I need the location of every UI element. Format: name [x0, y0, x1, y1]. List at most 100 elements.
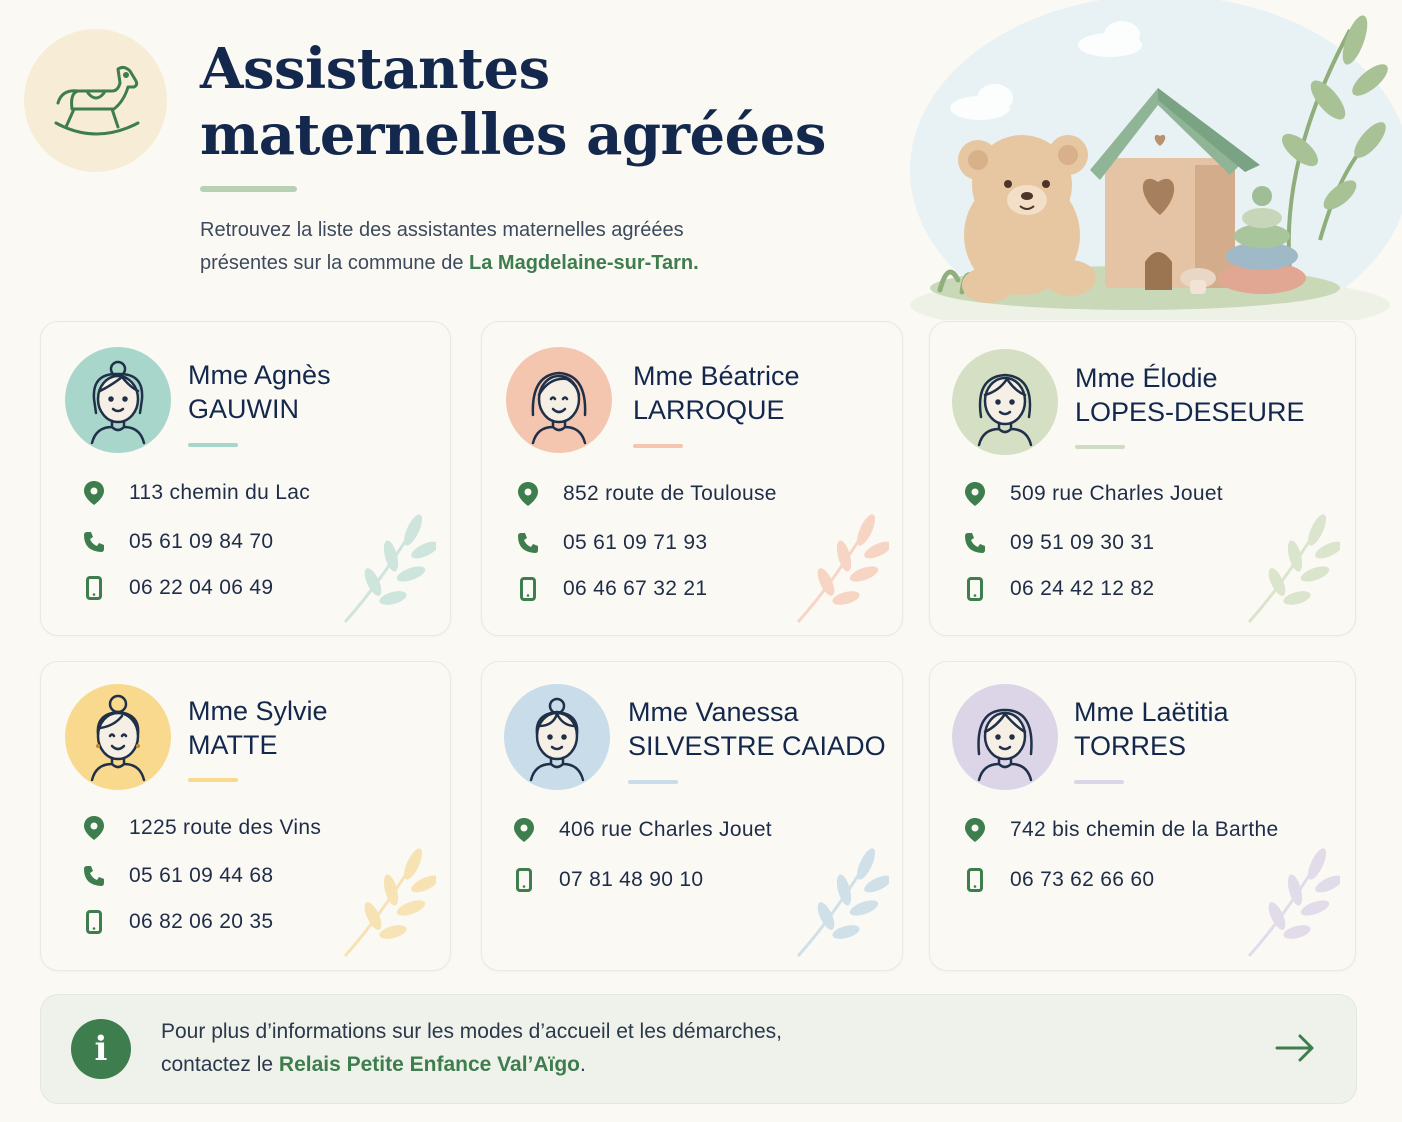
- phone-row[interactable]: 09 51 09 30 31: [964, 531, 1154, 555]
- assistant-name: Mme Élodie LOPES-DESEURE: [1075, 361, 1305, 429]
- woman-portrait-icon: [529, 697, 585, 782]
- last-name: MATTE: [188, 730, 278, 760]
- leaf-branch-icon: [343, 848, 436, 958]
- phone-number[interactable]: 09 51 09 30 31: [1010, 531, 1155, 554]
- phone-number[interactable]: 05 61 09 71 93: [563, 531, 708, 554]
- mobile-number[interactable]: 07 81 48 90 10: [559, 868, 704, 891]
- page-title: Assistantes maternelles agréées: [200, 36, 826, 168]
- address-row: 852 route de Toulouse: [517, 482, 777, 506]
- last-name: GAUWIN: [188, 394, 299, 424]
- phone-icon: [964, 531, 986, 555]
- phone-number[interactable]: 05 61 09 84 70: [129, 530, 274, 553]
- avatar: [952, 684, 1058, 790]
- leaf-branch-icon: [1247, 514, 1340, 624]
- mobile-phone-icon: [964, 577, 986, 601]
- mobile-phone-icon: [83, 910, 105, 934]
- mobile-phone-icon: [964, 868, 986, 892]
- address-text: 406 rue Charles Jouet: [559, 818, 772, 841]
- location-pin-icon: [964, 818, 986, 842]
- avatar: [65, 347, 171, 453]
- woman-portrait-icon: [531, 371, 587, 445]
- address-text: 113 chemin du Lac: [129, 481, 310, 504]
- assistant-card: Mme Vanessa SILVESTRE CAIADO 406 rue Cha…: [481, 661, 903, 971]
- info-line-1: Pour plus d’informations sur les modes d…: [161, 1020, 782, 1043]
- location-pin-icon: [517, 482, 539, 506]
- assistant-card: Mme Laëtitia TORRES 742 bis chemin de la…: [929, 661, 1356, 971]
- assistant-name: Mme Vanessa SILVESTRE CAIADO: [628, 695, 886, 763]
- assistant-name: Mme Sylvie MATTE: [188, 694, 328, 762]
- leaf-branch-icon: [343, 514, 436, 624]
- woman-portrait-icon: [90, 360, 146, 445]
- assistant-name: Mme Laëtitia TORRES: [1074, 695, 1229, 763]
- phone-row[interactable]: 05 61 09 84 70: [83, 530, 273, 554]
- intro-prefix: présentes sur la commune de: [200, 252, 470, 274]
- location-pin-icon: [513, 818, 535, 842]
- name-underline: [188, 778, 238, 782]
- logo-badge: [24, 29, 167, 172]
- mobile-phone-icon: [83, 576, 105, 600]
- title-underline: [200, 186, 297, 192]
- mobile-number[interactable]: 06 73 62 66 60: [1010, 868, 1155, 891]
- avatar: [506, 347, 612, 453]
- mobile-number[interactable]: 06 22 04 06 49: [129, 576, 274, 599]
- rocking-horse-icon: [54, 65, 139, 135]
- woman-portrait-icon: [977, 708, 1033, 782]
- name-underline: [628, 780, 678, 784]
- first-name: Mme Vanessa: [628, 697, 799, 727]
- phone-icon: [83, 864, 105, 888]
- last-name: SILVESTRE CAIADO: [628, 731, 886, 761]
- address-row: 113 chemin du Lac: [83, 481, 310, 505]
- woman-portrait-icon: [90, 694, 146, 782]
- location-pin-icon: [83, 481, 105, 505]
- name-underline: [1075, 445, 1125, 449]
- avatar: [65, 684, 171, 790]
- mobile-row[interactable]: 06 22 04 06 49: [83, 576, 273, 600]
- assistant-card: Mme Agnès GAUWIN 113 chemin du Lac 05 61…: [40, 321, 451, 636]
- intro-line-2: présentes sur la commune de La Magdelain…: [200, 247, 840, 280]
- info-icon: i: [71, 1019, 131, 1079]
- address-text: 742 bis chemin de la Barthe: [1010, 818, 1279, 841]
- phone-icon: [83, 530, 105, 554]
- info-text: Pour plus d’informations sur les modes d…: [161, 1015, 1061, 1081]
- address-text: 1225 route des Vins: [129, 816, 322, 839]
- address-row: 509 rue Charles Jouet: [964, 482, 1223, 506]
- assistant-name: Mme Agnès GAUWIN: [188, 358, 331, 426]
- relais-link[interactable]: Relais Petite Enfance Val’Aïgo: [278, 1053, 581, 1076]
- mobile-number[interactable]: 06 46 67 32 21: [563, 577, 708, 600]
- mobile-number[interactable]: 06 24 42 12 82: [1010, 577, 1155, 600]
- phone-row[interactable]: 05 61 09 44 68: [83, 864, 273, 888]
- commune-name: La Magdelaine-sur-Tarn: [469, 252, 694, 274]
- address-row: 1225 route des Vins: [83, 816, 321, 840]
- mobile-phone-icon: [513, 868, 535, 892]
- info-prefix: contactez le: [161, 1053, 279, 1076]
- last-name: TORRES: [1074, 731, 1187, 761]
- mobile-row[interactable]: 06 82 06 20 35: [83, 910, 273, 934]
- mobile-row[interactable]: 06 24 42 12 82: [964, 577, 1154, 601]
- address-text: 852 route de Toulouse: [563, 482, 777, 505]
- avatar: [504, 684, 610, 790]
- first-name: Mme Laëtitia: [1074, 697, 1229, 727]
- last-name: LOPES-DESEURE: [1075, 397, 1305, 427]
- info-banner[interactable]: i Pour plus d’informations sur les modes…: [40, 994, 1357, 1104]
- assistant-name: Mme Béatrice LARROQUE: [633, 359, 800, 427]
- leaf-branch-icon: [796, 514, 889, 624]
- phone-number[interactable]: 05 61 09 44 68: [129, 864, 274, 887]
- assistant-card: Mme Béatrice LARROQUE 852 route de Toulo…: [481, 321, 903, 636]
- first-name: Mme Élodie: [1075, 363, 1218, 393]
- mobile-row[interactable]: 06 46 67 32 21: [517, 577, 707, 601]
- info-line-2: contactez le Relais Petite Enfance Val’A…: [161, 1048, 1061, 1081]
- mobile-phone-icon: [517, 577, 539, 601]
- mobile-row[interactable]: 06 73 62 66 60: [964, 868, 1154, 892]
- arrow-right-icon[interactable]: [1274, 1033, 1316, 1063]
- mobile-number[interactable]: 06 82 06 20 35: [129, 910, 274, 933]
- address-row: 742 bis chemin de la Barthe: [964, 818, 1278, 842]
- address-text: 509 rue Charles Jouet: [1010, 482, 1223, 505]
- avatar: [952, 349, 1058, 455]
- info-suffix: .: [580, 1053, 586, 1076]
- intro-line-1: Retrouvez la liste des assistantes mater…: [200, 219, 684, 241]
- mobile-row[interactable]: 07 81 48 90 10: [513, 868, 703, 892]
- leaf-branch-icon: [1247, 848, 1340, 958]
- phone-row[interactable]: 05 61 09 71 93: [517, 531, 707, 555]
- name-underline: [633, 444, 683, 448]
- name-underline: [1074, 780, 1124, 784]
